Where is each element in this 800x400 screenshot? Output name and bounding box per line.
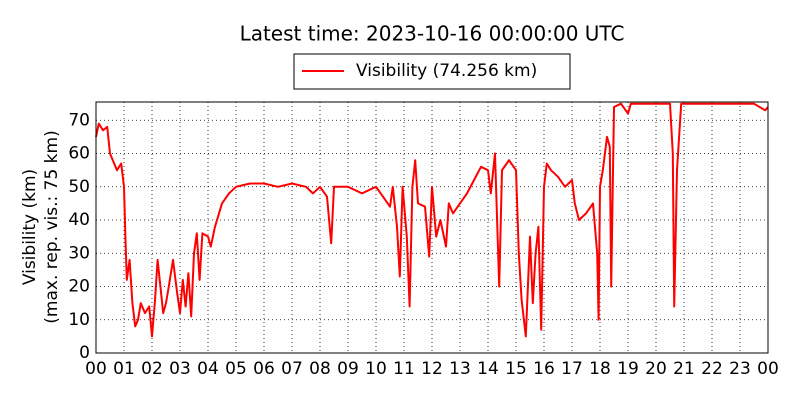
x-tick-label: 12 (421, 359, 443, 379)
x-tick-label: 15 (505, 359, 527, 379)
legend-box (293, 53, 571, 90)
x-tick-label: 16 (533, 359, 555, 379)
y-tick-label: 20 (68, 277, 90, 297)
y-axis-label: (max. rep. vis.: 75 km) (42, 130, 62, 323)
y-tick-label: 30 (68, 243, 90, 263)
y-tick-label: 0 (79, 343, 90, 363)
x-tick-label: 17 (561, 359, 583, 379)
y-tick-label: 60 (68, 144, 90, 164)
y-tick-label: 10 (68, 310, 90, 330)
y-tick-label: 40 (68, 210, 90, 230)
x-tick-label: 08 (309, 359, 331, 379)
y-tick-label: 70 (68, 110, 90, 130)
x-tick-label: 04 (197, 359, 219, 379)
x-tick-label: 11 (393, 359, 415, 379)
x-tick-label: 07 (281, 359, 303, 379)
y-tick-label: 50 (68, 177, 90, 197)
x-tick-label: 13 (449, 359, 471, 379)
x-tick-label: 03 (169, 359, 191, 379)
x-tick-label: 22 (701, 359, 723, 379)
x-tick-label: 00 (85, 359, 107, 379)
x-tick-label: 18 (589, 359, 611, 379)
line (95, 102, 769, 338)
x-tick-label: 19 (617, 359, 639, 379)
x-tick-label: 14 (477, 359, 499, 379)
x-tick-label: 01 (113, 359, 135, 379)
plot-frame (95, 101, 769, 354)
x-tick-label: 20 (645, 359, 667, 379)
x-tick-label: 23 (729, 359, 751, 379)
legend-label: Visibility (74.256 km) (356, 61, 537, 81)
x-tick-label: 05 (225, 359, 247, 379)
x-tick-label: 09 (337, 359, 359, 379)
x-tick-label: 06 (253, 359, 275, 379)
x-tick-label: 02 (141, 359, 163, 379)
chart-title: Latest time: 2023-10-16 00:00:00 UTC (240, 22, 625, 46)
y-axis-label: Visibility (km) (20, 169, 40, 285)
x-tick-label: 21 (673, 359, 695, 379)
x-tick-label: 00 (757, 359, 779, 379)
x-tick-label: 10 (365, 359, 387, 379)
